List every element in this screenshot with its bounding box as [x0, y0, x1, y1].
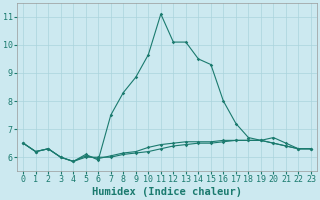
X-axis label: Humidex (Indice chaleur): Humidex (Indice chaleur): [92, 187, 242, 197]
